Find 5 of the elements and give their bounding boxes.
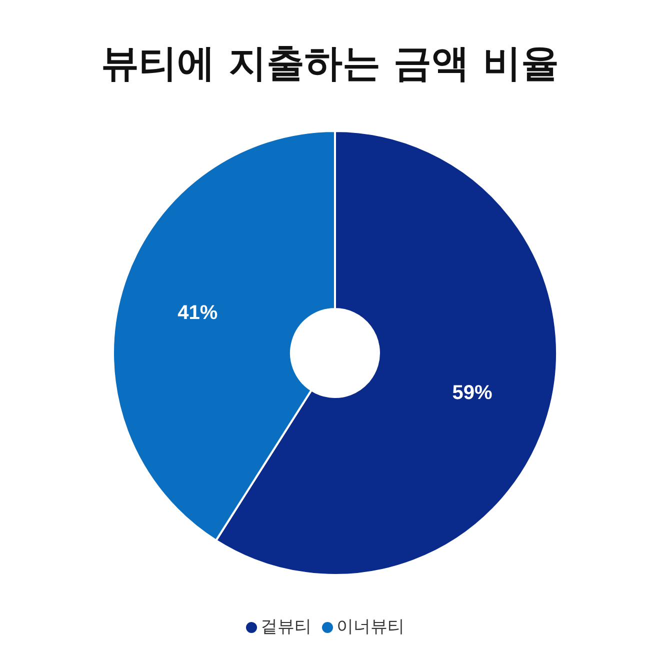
data-label: 59% (452, 382, 493, 404)
legend-label: 이너뷰티 (336, 617, 404, 637)
legend-label: 겉뷰티 (260, 617, 312, 637)
data-label: 41% (178, 302, 218, 324)
chart-title: 뷰티에 지출하는 금액 비율 (100, 40, 560, 86)
